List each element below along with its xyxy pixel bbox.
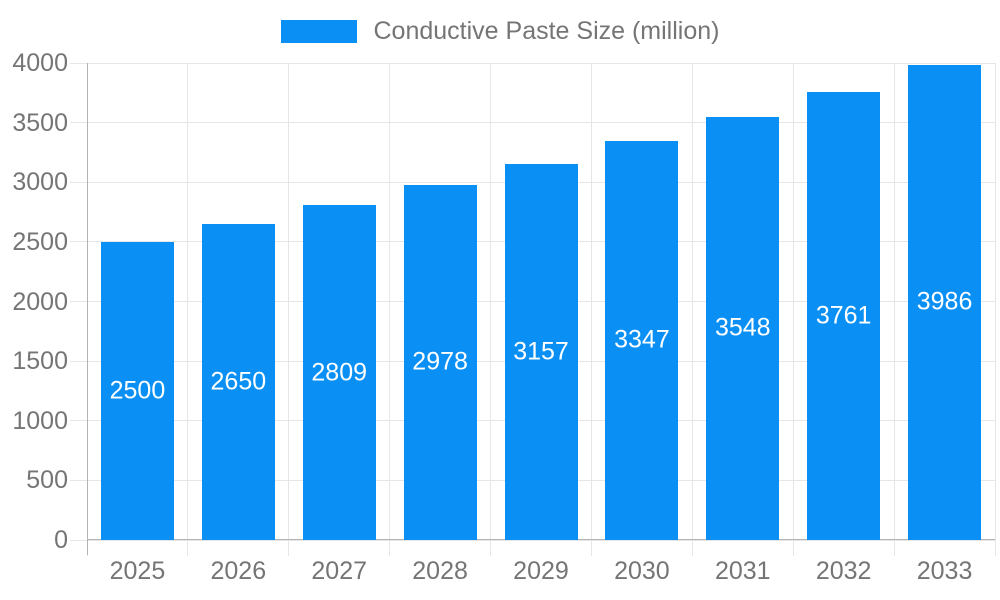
gridline-vertical <box>389 63 391 556</box>
bar[interactable]: 3761 <box>807 91 881 540</box>
x-axis-tick-label: 2027 <box>311 557 368 585</box>
bar[interactable]: 3347 <box>605 140 679 540</box>
bar[interactable]: 2650 <box>201 224 275 540</box>
bar[interactable]: 3548 <box>706 116 780 540</box>
gridline-vertical <box>187 63 189 556</box>
y-axis-tick-label: 3000 <box>12 168 68 197</box>
bar[interactable]: 3157 <box>504 163 578 540</box>
bar-value-label: 3157 <box>513 337 569 366</box>
x-axis-labels: 2025 2026 2027 2028 2029 2030 2031 2032 2033 <box>87 556 995 590</box>
bar-value-label: 3347 <box>614 325 670 354</box>
x-axis-tick-label: 2029 <box>513 557 569 585</box>
bar-value-label: 2500 <box>109 376 166 405</box>
bar[interactable]: 2809 <box>302 205 376 540</box>
gridline-horizontal <box>70 122 995 124</box>
x-axis-tick-label: 2033 <box>916 557 973 585</box>
gridline-vertical <box>590 63 592 556</box>
gridline-vertical <box>792 63 794 556</box>
legend-label: Conductive Paste Size (million) <box>373 17 720 45</box>
gridline-vertical <box>994 63 996 556</box>
bar-value-label: 2978 <box>412 347 468 376</box>
bar-value-label: 3761 <box>815 301 872 330</box>
bar-value-label: 3548 <box>714 313 771 342</box>
legend-swatch <box>280 20 357 43</box>
bar[interactable]: 3986 <box>908 64 982 540</box>
gridline-vertical <box>691 63 693 556</box>
gridline-horizontal <box>70 539 995 541</box>
x-axis-tick-label: 2031 <box>714 557 771 585</box>
y-axis-tick-label: 2000 <box>12 287 68 316</box>
bar[interactable]: 2978 <box>403 184 477 540</box>
gridline-vertical <box>893 63 895 556</box>
legend[interactable]: Conductive Paste Size (million) <box>0 17 1000 46</box>
y-axis-tick-label: 1000 <box>12 406 68 435</box>
y-axis-tick-label: 4000 <box>12 49 68 77</box>
y-axis-tick-label: 1500 <box>12 347 68 376</box>
y-axis-tick-label: 2500 <box>12 227 68 256</box>
x-axis-tick-label: 2025 <box>109 557 166 585</box>
y-axis-labels: 0 500 1000 1500 2000 2500 3000 3500 4000 <box>0 0 68 600</box>
x-axis-tick-label: 2026 <box>210 557 267 585</box>
y-axis-tick-label: 500 <box>26 466 68 495</box>
gridline-vertical <box>288 63 290 556</box>
plot-area: 2500 2650 2809 2978 3157 3347 3548 3761 3986 <box>70 62 996 556</box>
y-axis-tick-label: 0 <box>54 526 68 554</box>
bar[interactable]: 2500 <box>100 241 174 540</box>
bar-value-label: 3986 <box>916 287 973 316</box>
x-axis-tick-label: 2032 <box>815 557 872 585</box>
x-axis-tick-label: 2028 <box>412 557 468 585</box>
gridline-vertical <box>490 63 492 556</box>
bar-value-label: 2650 <box>210 367 267 396</box>
x-axis-tick-label: 2030 <box>614 557 670 585</box>
bar-value-label: 2809 <box>311 358 368 387</box>
y-axis-line <box>87 63 88 555</box>
gridline-horizontal <box>70 62 995 64</box>
y-axis-tick-label: 3500 <box>12 108 68 137</box>
